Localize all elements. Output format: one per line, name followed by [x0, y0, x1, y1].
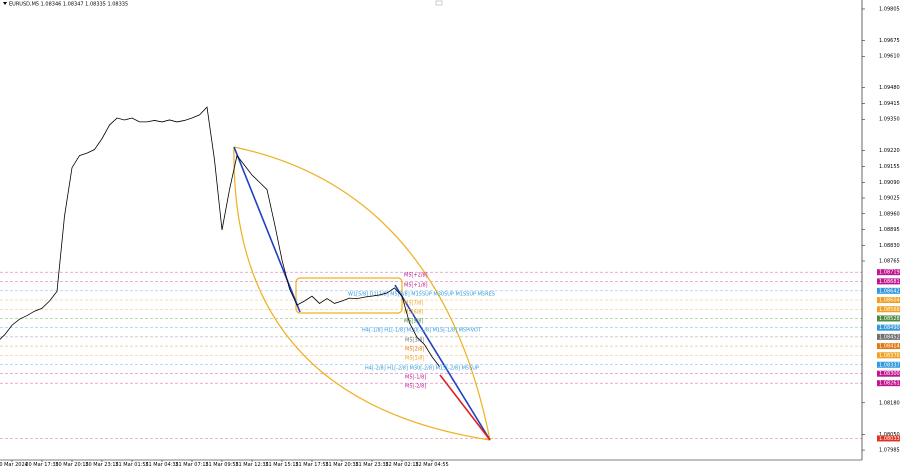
trend-line	[394, 284, 491, 441]
x-tick-label: 20 Mar 23:15	[85, 462, 118, 468]
price-tag	[877, 361, 900, 368]
price-tag-label: 1.08452	[879, 334, 900, 340]
level-label: M5[+2/8]	[404, 273, 428, 279]
drawings	[233, 146, 491, 441]
price-tag	[877, 343, 900, 350]
trend-line	[233, 146, 301, 313]
x-tick-label: 20 Mar 17:35	[25, 462, 58, 468]
x-tick-label: 21 Mar 04:35	[145, 462, 178, 468]
x-tick-label: 22 Mar 02:15	[385, 462, 418, 468]
x-tick-label: 22 Mar 04:55	[415, 462, 448, 468]
price-line	[0, 106, 440, 367]
y-tick-label: 1.09090	[879, 180, 900, 186]
x-tick-label: 21 Mar 01:55	[115, 462, 148, 468]
price-tag	[877, 352, 900, 359]
price-tag-label: 1.08261	[879, 381, 900, 387]
price-tag	[877, 278, 900, 285]
y-tick-label: 1.09675	[879, 38, 900, 44]
x-tick-label: 21 Mar 09:55	[205, 462, 238, 468]
x-tick-label: 20 Mar 2024	[0, 462, 28, 468]
price-tag	[877, 435, 900, 442]
menu-icon[interactable]	[3, 2, 7, 5]
y-tick-label: 1.09350	[879, 117, 900, 123]
price-tag-label: 1.08300	[879, 371, 900, 377]
price-tag	[877, 306, 900, 313]
price-tag-label: 1.08337	[879, 362, 900, 368]
y-tick-label: 1.08050	[879, 432, 900, 438]
y-tick-label: 1.08830	[879, 243, 900, 249]
y-tick-label: 1.08765	[879, 259, 900, 265]
x-tick-label: 21 Mar 07:15	[175, 462, 208, 468]
y-tick-label: 1.09610	[879, 54, 900, 60]
level-label: M5[+1/8]	[404, 283, 428, 289]
x-tick-label: 21 Mar 15:15	[265, 462, 298, 468]
price-tag	[877, 287, 900, 294]
level-label: W1[5/8] D1[2/8] M5[8/8] M15SUP M30SUP M1…	[348, 292, 495, 298]
y-tick-label: 1.09480	[879, 85, 900, 91]
price-tag	[877, 315, 900, 322]
level-label: H4[-2/8] H1[-2/8] M30[-2/8] M15[-2/8] M5…	[365, 366, 479, 372]
price-tag	[877, 297, 900, 304]
level-label: M5[7/8]	[404, 301, 423, 307]
level-label: H4[-1/8] H1[-1/8] M30[-1/8] M15[-1/8] M5…	[362, 328, 482, 334]
price-tag-label: 1.08719	[879, 270, 900, 276]
level-label: M5[6/8]	[404, 310, 423, 316]
y-tick-label: 1.09025	[879, 196, 900, 202]
y-tick-label: 1.09805	[879, 6, 900, 12]
y-tick-label: 1.09220	[879, 148, 900, 154]
level-label: M5[-2/8]	[405, 384, 426, 390]
price-tag-label: 1.08528	[879, 316, 900, 322]
y-tick-label: 1.09155	[879, 164, 900, 170]
y-tick-label: 1.07985	[879, 448, 900, 454]
scroll-marker[interactable]	[435, 0, 443, 6]
x-tick-label: 21 Mar 17:55	[295, 462, 328, 468]
price-tag	[877, 333, 900, 340]
x-tick-label: 21 Mar 20:35	[325, 462, 358, 468]
price-tag-label: 1.08376	[879, 353, 900, 359]
x-tick-label: 21 Mar 12:35	[235, 462, 268, 468]
price-tag	[877, 324, 900, 331]
trend-line	[439, 374, 491, 441]
y-tick-label: 1.08895	[879, 227, 900, 233]
level-label: M5[5/8]	[404, 319, 423, 325]
chart-title: EURUSD,M5 1.08346 1.08347 1.08335 1.0833…	[9, 2, 128, 8]
price-tag-label: 1.08681	[879, 279, 900, 285]
x-tick-label: 21 Mar 23:35	[355, 462, 388, 468]
y-tick-label: 1.09415	[879, 101, 900, 107]
price-tag	[877, 370, 900, 377]
level-label: M5[-1/8]	[405, 375, 426, 381]
price-tag-label: 1.08414	[879, 344, 900, 350]
price-tag	[877, 380, 900, 387]
annotations: M5[+2/8] M5[+1/8] W1[5/8] D1[2/8] M5[8/8…	[348, 273, 495, 390]
fibo-arc	[233, 146, 491, 441]
level-label: M5[3/8]	[405, 338, 424, 344]
level-label: M5[2/8]	[405, 347, 424, 353]
y-tick-label: 1.08960	[879, 211, 900, 217]
price-tag-label: 1.08566	[879, 307, 900, 313]
price-tag	[877, 269, 900, 276]
price-tag-label: 1.08642	[879, 288, 900, 294]
level-label: M5[1/8]	[405, 356, 424, 362]
price-tag-label: 1.08604	[879, 298, 900, 304]
y-tick-label: 1.08180	[879, 400, 900, 406]
price-tag-label: 1.08490	[879, 325, 900, 331]
price-tag-label: 1.08033	[879, 436, 900, 442]
fibo-arc	[233, 146, 491, 441]
x-tick-label: 20 Mar 20:15	[55, 462, 88, 468]
